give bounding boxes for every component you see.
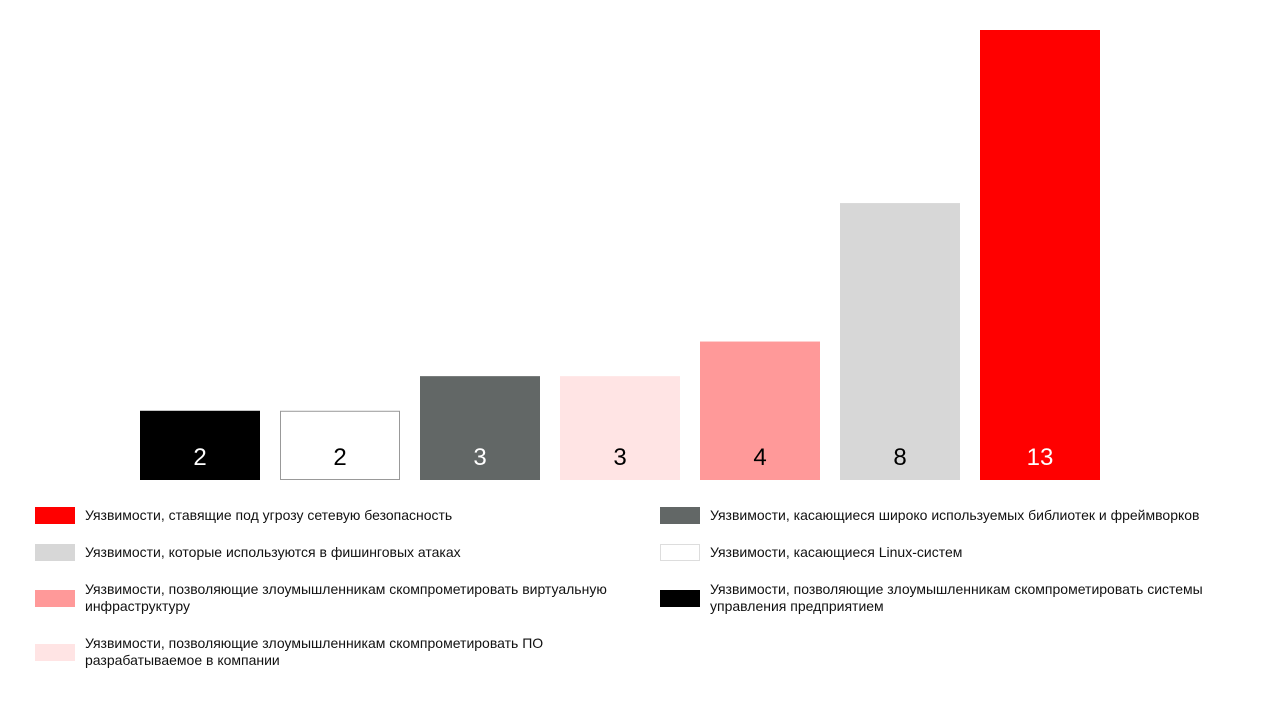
legend-label: Уязвимости, касающиеся широко используем… <box>710 507 1200 523</box>
legend-item-network-security: Уязвимости, ставящие под угрозу сетевую … <box>35 507 625 524</box>
legend-swatch <box>35 643 75 661</box>
legend-label: Уязвимости, позволяющие злоумышленникам … <box>710 581 1203 614</box>
bar <box>280 410 400 480</box>
bar <box>840 203 960 481</box>
legend-swatch <box>660 589 700 607</box>
legend-item-company-software: Уязвимости, позволяющие злоумышленникам … <box>35 635 625 669</box>
bar <box>980 30 1100 480</box>
chart-legend: Уязвимости, ставящие под угрозу сетевую … <box>0 500 1280 720</box>
bar-value-label: 3 <box>613 444 626 471</box>
bar-value-label: 13 <box>1027 444 1054 471</box>
bar-value-label: 2 <box>333 444 346 471</box>
legend-swatch <box>660 544 700 561</box>
legend-label: Уязвимости, касающиеся Linux-систем <box>710 544 963 560</box>
bar <box>560 376 680 480</box>
legend-swatch <box>35 544 75 561</box>
legend-label: Уязвимости, которые используются в фишин… <box>85 544 461 560</box>
legend-item-libraries-frameworks: Уязвимости, касающиеся широко используем… <box>660 507 1250 524</box>
legend-item-virtual-infrastructure: Уязвимости, позволяющие злоумышленникам … <box>35 581 625 615</box>
bar <box>140 410 260 480</box>
legend-swatch <box>660 507 700 524</box>
bar <box>700 341 820 480</box>
legend-label: Уязвимости, ставящие под угрозу сетевую … <box>85 507 453 523</box>
legend-swatch <box>35 589 75 607</box>
legend-swatch <box>35 507 75 524</box>
legend-item-enterprise-management: Уязвимости, позволяющие злоумышленникам … <box>660 581 1250 615</box>
bar-chart: 2 2 3 3 4 8 13 <box>140 30 1100 481</box>
legend-label: Уязвимости, позволяющие злоумышленникам … <box>85 635 544 668</box>
bar-value-label: 4 <box>753 444 766 471</box>
legend-item-phishing: Уязвимости, которые используются в фишин… <box>35 544 625 561</box>
bar <box>420 376 540 480</box>
bar-value-label: 2 <box>193 444 206 471</box>
legend-label: Уязвимости, позволяющие злоумышленникам … <box>85 581 607 614</box>
bar-value-label: 8 <box>893 444 906 471</box>
legend-item-linux-systems: Уязвимости, касающиеся Linux-систем <box>660 544 1250 561</box>
bar-value-label: 3 <box>473 444 486 471</box>
